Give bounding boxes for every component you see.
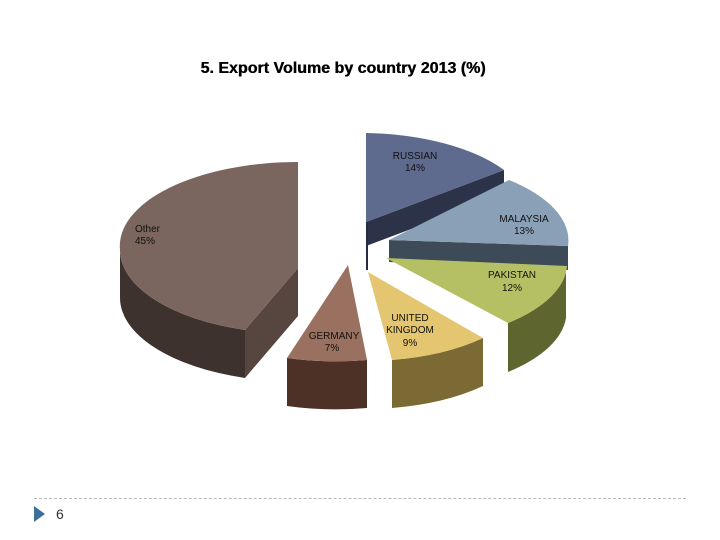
slice-russian-side-left bbox=[366, 222, 368, 270]
slice-malaysia bbox=[389, 180, 569, 246]
slice-other-side-cut bbox=[245, 162, 298, 378]
slide-bullet-icon bbox=[34, 506, 45, 522]
slice-uk-side bbox=[392, 338, 483, 408]
label-united-kingdom-name-1: UNITED bbox=[391, 313, 428, 324]
slice-other bbox=[119, 161, 298, 330]
label-malaysia-name: MALAYSIA bbox=[499, 214, 549, 225]
label-germany-value: 7% bbox=[325, 343, 340, 354]
label-pakistan-name: PAKISTAN bbox=[488, 270, 536, 281]
label-malaysia-value: 13% bbox=[514, 226, 534, 237]
label-germany-name: GERMANY bbox=[309, 331, 360, 342]
label-pakistan-value: 12% bbox=[502, 283, 522, 294]
slide-number: 6 bbox=[56, 506, 64, 522]
slice-pakistan bbox=[386, 258, 567, 323]
footer-divider bbox=[34, 498, 686, 499]
slice-germany bbox=[287, 265, 367, 362]
label-united-kingdom-name-2: KINGDOM bbox=[386, 325, 434, 336]
slice-pakistan-side bbox=[508, 272, 566, 372]
chart-title: 5. Export Volume by country 2013 (%) bbox=[200, 60, 486, 77]
slice-other-side bbox=[120, 250, 245, 378]
slice-united-kingdom bbox=[368, 272, 483, 360]
label-other-value: 45% bbox=[135, 236, 155, 247]
label-other-name: Other bbox=[135, 224, 161, 235]
slice-russian bbox=[366, 133, 504, 222]
label-russian-value: 14% bbox=[405, 163, 425, 174]
label-russian-name: RUSSIAN bbox=[393, 151, 437, 162]
label-united-kingdom-value: 9% bbox=[403, 338, 418, 349]
slice-germany-side bbox=[287, 358, 367, 410]
slice-russian-side bbox=[366, 170, 504, 246]
